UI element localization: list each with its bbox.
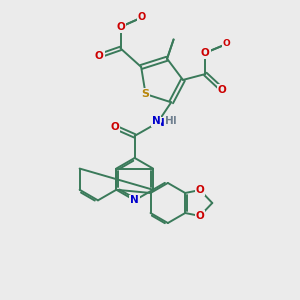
Text: N: N <box>152 116 160 126</box>
Text: N: N <box>130 195 139 205</box>
Text: O: O <box>138 13 146 22</box>
Text: O: O <box>201 48 210 58</box>
Text: O: O <box>218 85 226 94</box>
Text: H: H <box>168 116 176 126</box>
Text: S: S <box>142 89 150 99</box>
Text: O: O <box>201 48 210 58</box>
Text: N: N <box>130 195 139 205</box>
Text: O: O <box>95 51 104 61</box>
Text: O: O <box>95 51 104 61</box>
Text: H: H <box>165 116 173 126</box>
Text: O: O <box>196 211 204 221</box>
Text: O: O <box>110 122 119 132</box>
Text: S: S <box>142 89 150 99</box>
Text: O: O <box>110 122 119 132</box>
Text: O: O <box>196 211 204 221</box>
Text: O: O <box>116 22 125 32</box>
Text: O: O <box>218 85 226 94</box>
Text: O: O <box>196 185 204 195</box>
Text: O: O <box>223 40 230 49</box>
Text: O: O <box>138 13 146 22</box>
Text: O: O <box>116 22 125 32</box>
Text: N: N <box>156 118 165 128</box>
Text: O: O <box>196 185 204 195</box>
